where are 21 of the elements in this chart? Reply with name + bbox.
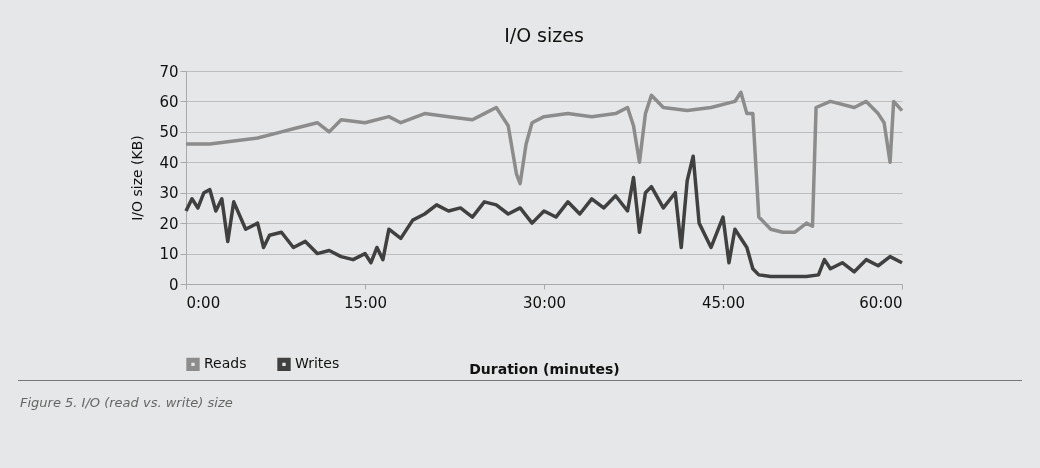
y-tick-label: 60 bbox=[159, 92, 179, 111]
x-tick-label: 30:00 bbox=[522, 293, 567, 312]
y-tick-label: 70 bbox=[159, 62, 179, 81]
line-series bbox=[184, 90, 904, 235]
x-tick-label: 60:00 bbox=[859, 293, 903, 312]
legend-label: Reads bbox=[204, 355, 247, 372]
line-series bbox=[184, 154, 904, 279]
x-axis-title: Duration (minutes) bbox=[469, 360, 620, 377]
y-tick-label: 30 bbox=[159, 184, 179, 203]
y-tick-label: 40 bbox=[159, 153, 179, 172]
y-tick-label: 0 bbox=[168, 275, 179, 294]
x-tick-label: 15:00 bbox=[343, 293, 388, 312]
caption: Figure 5. I/O (read vs. write) size bbox=[20, 395, 234, 410]
x-tick-label: 45:00 bbox=[701, 293, 746, 312]
y-tick-label: 50 bbox=[159, 123, 179, 142]
y-tick-label: 10 bbox=[159, 245, 179, 264]
chart-title: I/O sizes bbox=[504, 24, 584, 46]
legend-label: Writes bbox=[295, 355, 340, 372]
y-tick-label: 20 bbox=[159, 214, 179, 233]
x-tick-label: 0:00 bbox=[186, 293, 221, 312]
y-axis-title: I/O size (KB) bbox=[129, 135, 146, 221]
